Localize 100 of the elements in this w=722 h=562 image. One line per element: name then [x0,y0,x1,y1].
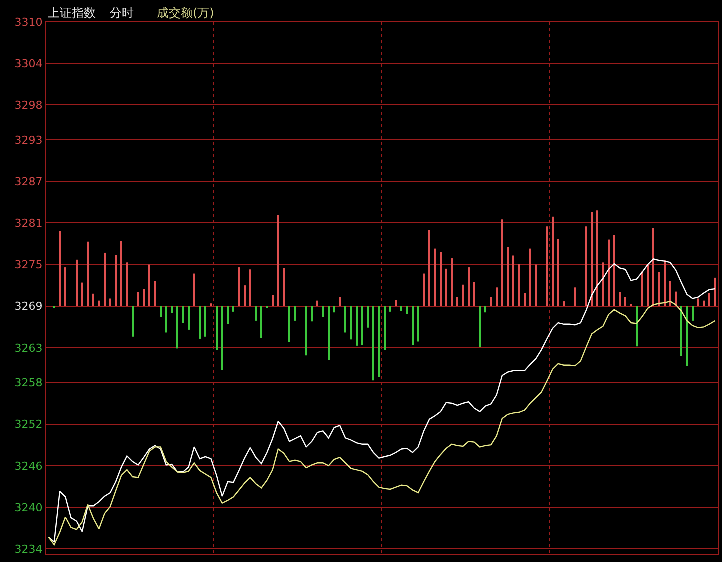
bar [367,306,369,328]
bar [188,306,190,330]
bar [669,281,672,306]
bar [204,306,206,337]
bar [384,306,386,350]
bar [686,306,688,366]
line-series [48,300,716,546]
bar [624,297,626,306]
bar [328,306,330,360]
bar [238,268,240,306]
bar [378,306,380,378]
bar [87,242,89,306]
y-tick-label: 3258 [14,376,43,390]
bar [512,256,514,306]
y-tick-label: 3304 [14,57,43,70]
bar [703,300,705,306]
bar [714,278,716,306]
bar [372,306,374,381]
bar [294,306,296,321]
bar [221,306,224,370]
bar [333,306,336,313]
bar [171,306,173,314]
bar [339,297,341,306]
bar [445,268,448,306]
bar [64,268,66,306]
bar [496,288,498,306]
bar [608,240,610,306]
bar [249,270,252,306]
bar [277,216,280,306]
bar [255,306,257,321]
bar [311,306,313,322]
y-tick-label: 3275 [14,258,43,272]
bar [641,272,644,306]
bar [126,262,128,306]
bar [619,292,621,306]
bar [546,226,548,306]
bar [535,264,537,306]
bar [395,300,397,306]
bar [602,262,604,306]
bar [305,306,308,356]
bar [316,300,318,306]
bar [428,230,430,306]
bar [479,306,481,348]
bar [76,260,78,306]
y-tick-label: 3287 [14,175,43,188]
y-tick-label: 3298 [14,99,43,112]
bar [244,286,246,306]
bar [288,306,290,342]
bar [708,293,710,306]
bar [423,274,425,306]
bar [563,302,565,306]
bar [350,306,352,340]
bar [613,234,616,306]
y-tick-label: 3263 [14,342,43,355]
bar [434,248,436,306]
bar [507,247,509,306]
bar [232,306,234,312]
bar [120,241,122,306]
bar [524,293,526,306]
bar [591,212,593,306]
bar [574,288,576,306]
bar [227,306,229,324]
bar [636,306,638,347]
bar [148,264,150,306]
bar [115,255,117,306]
bar [322,306,324,318]
bar [143,289,145,306]
bar [356,306,358,346]
bar [468,268,470,306]
y-tick-label: 3252 [14,418,43,432]
y-tick-label: 3269 [14,300,43,314]
bar [529,248,532,306]
bar [59,231,61,306]
bar [154,281,156,306]
bar [417,306,420,342]
bar [658,272,660,306]
bar [260,306,262,338]
bar [81,282,84,306]
bar [552,216,554,306]
bar [440,252,442,306]
line-series [48,258,716,543]
bar [361,306,364,346]
bar [692,306,694,321]
bar [412,306,414,346]
bar [137,292,140,306]
bar [664,260,666,306]
bar [199,306,201,339]
y-tick-label: 3281 [14,217,43,230]
y-tick-label: 3293 [14,134,43,147]
bar [165,306,168,333]
bar [585,226,588,306]
bar [160,306,162,318]
bar [473,282,476,306]
y-tick-label: 3246 [14,460,43,473]
bar [490,297,492,306]
bar [132,306,134,337]
bar [193,274,196,306]
bar [182,306,184,324]
bar [98,300,100,306]
bar [216,306,218,350]
